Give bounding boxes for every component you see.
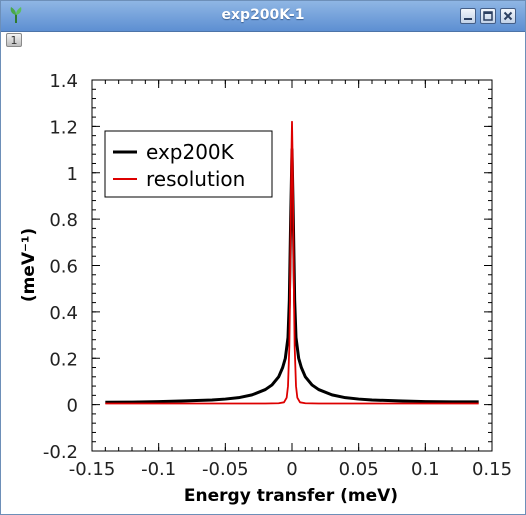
y-tick-label: 1 [67, 164, 78, 185]
y-tick-label: 0 [67, 396, 78, 417]
y-tick-label: 0.4 [49, 303, 78, 324]
y-tick-label: -0.2 [43, 442, 78, 463]
y-tick-label: 1.2 [49, 117, 78, 138]
x-tick-label: 0.05 [339, 459, 379, 480]
y-tick-label: 1.4 [49, 71, 78, 92]
legend-label-resolution: resolution [146, 167, 245, 191]
y-axis-label: (meV⁻¹) [19, 228, 39, 302]
x-tick-label: -0.1 [141, 459, 176, 480]
x-tick-label: 0 [286, 459, 297, 480]
x-axis-label: Energy transfer (meV) [184, 486, 398, 506]
y-tick-label: 0.6 [49, 257, 78, 278]
y-tick-label: 0.2 [49, 349, 78, 370]
x-tick-label: -0.05 [202, 459, 249, 480]
y-tick-label: 0.8 [49, 210, 78, 231]
legend: exp200K resolution [105, 131, 272, 197]
x-tick-label: 0.1 [411, 459, 440, 480]
legend-label-exp200K: exp200K [146, 140, 235, 164]
x-tick-label: 0.15 [472, 459, 512, 480]
